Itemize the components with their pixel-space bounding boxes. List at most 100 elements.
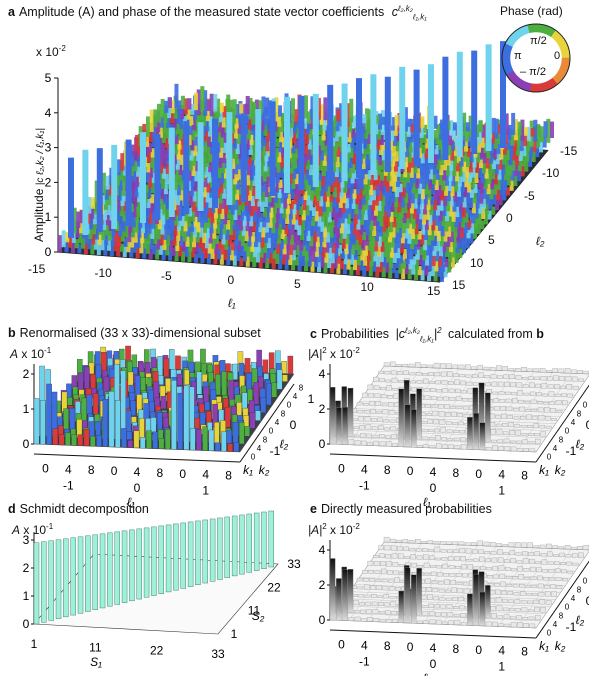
bar (546, 543, 552, 549)
panel-a-noise-bar (180, 95, 185, 110)
bar (445, 597, 452, 601)
bar (403, 370, 409, 375)
bar (467, 564, 474, 570)
panel-a-noise-bar (137, 183, 142, 203)
panel-a-noise-bar (495, 185, 500, 200)
bar (411, 387, 417, 392)
bar (432, 588, 439, 593)
k1-tick: 8 (384, 463, 391, 477)
bar (421, 605, 428, 608)
bar (415, 372, 422, 376)
bar (503, 614, 510, 619)
panel-a-noise-bar (278, 138, 283, 153)
panel-a-noise-bar (270, 223, 275, 244)
panel-a-noise-bar (401, 216, 406, 234)
bar (453, 606, 459, 609)
panel-a-noise-bar (189, 223, 194, 242)
panel-a-noise-bar (299, 205, 304, 215)
panel-a-noise-bar (488, 156, 493, 174)
bar (487, 583, 494, 587)
panel-a-noise-bar (132, 206, 137, 218)
bar (517, 622, 523, 628)
panel-a-noise-bar (239, 257, 244, 267)
panel-a-noise-bar (379, 133, 384, 145)
bar (510, 558, 516, 564)
panel-a-noise-bar (321, 167, 326, 187)
panel-a-noise-bar (280, 112, 285, 122)
bar (388, 410, 395, 415)
panel-a-noise-bar (433, 115, 438, 129)
panel-a-title: a Amplitude (A) and phase of the measured… (8, 4, 427, 22)
bar (458, 541, 465, 546)
panel-a-noise-bar (487, 171, 492, 184)
panel-a-noise-bar (250, 187, 255, 207)
k2-tick: 0 (287, 401, 292, 410)
panel-a-noise-bar (350, 133, 355, 148)
panel-a-noise-bar (247, 194, 252, 211)
bar (375, 401, 382, 406)
panel-a-noise-bar (308, 164, 313, 176)
panel-a-noise-bar (68, 234, 73, 248)
panel-a-noise-bar (364, 127, 369, 139)
panel-a-noise-bar (385, 227, 390, 237)
panel-a-noise-bar (437, 177, 442, 196)
panel-a-noise-bar (390, 198, 395, 212)
panel-a-noise-bar (181, 127, 186, 145)
panel-a-noise-bar (377, 232, 382, 247)
bar (511, 568, 517, 572)
bar (63, 408, 69, 430)
panel-a-noise-bar (439, 123, 444, 140)
bar (378, 434, 385, 439)
panel-a-noise-bar (118, 171, 123, 191)
panel-a-noise-bar (220, 137, 225, 148)
panel-a-noise-bar (230, 167, 235, 180)
panel-a-noise-bar (110, 231, 115, 246)
bar (239, 422, 245, 445)
panel-a-noise-bar (386, 205, 391, 217)
bar (491, 557, 498, 563)
panel-a-noise-bar (146, 198, 151, 209)
panel-a-noise-bar (351, 190, 356, 209)
panel-a-noise-bar (417, 266, 422, 276)
schmidt-bars (33, 510, 274, 625)
panel-a-noise-bar (462, 225, 467, 244)
panel-a-noise-bar (479, 189, 484, 204)
bar (430, 387, 436, 392)
bar (422, 378, 429, 384)
bar (512, 576, 518, 580)
k1-tick: 8 (157, 466, 164, 480)
bar (549, 577, 556, 581)
bar (543, 401, 549, 405)
bar (46, 383, 52, 445)
panel-a-noise-bar (222, 134, 227, 154)
bar (511, 392, 517, 396)
x-tick: 22 (150, 644, 164, 658)
panel-a-noise-bar (339, 216, 344, 234)
panel-a-noise-bar (203, 177, 208, 188)
k1-tick: 4 (430, 641, 437, 655)
panel-a-noise-bar (304, 244, 309, 262)
bar (583, 545, 589, 550)
panel-a-noise-bar (425, 207, 430, 220)
bar (455, 565, 461, 569)
panel-a-noise-bar (164, 216, 169, 230)
bar (534, 607, 540, 613)
panel-a-noise-bar (176, 112, 181, 124)
bar (434, 604, 440, 609)
bar (578, 552, 584, 558)
panel-a-noise-bar (329, 261, 334, 274)
bar (532, 415, 538, 420)
panel-a-noise-bar (150, 148, 155, 158)
schmidt-bar (217, 517, 223, 580)
bar (441, 437, 447, 441)
panel-a-noise-bar (479, 159, 484, 169)
bar (525, 409, 531, 412)
bar (524, 401, 531, 404)
bar (385, 379, 392, 383)
bar (502, 366, 508, 371)
bar (546, 551, 553, 557)
panel-a-noise-bar (218, 112, 223, 123)
y-tick: 1 (23, 589, 30, 603)
panel-a-noise-bar (362, 266, 367, 276)
panel-a-noise-bar (351, 128, 356, 138)
